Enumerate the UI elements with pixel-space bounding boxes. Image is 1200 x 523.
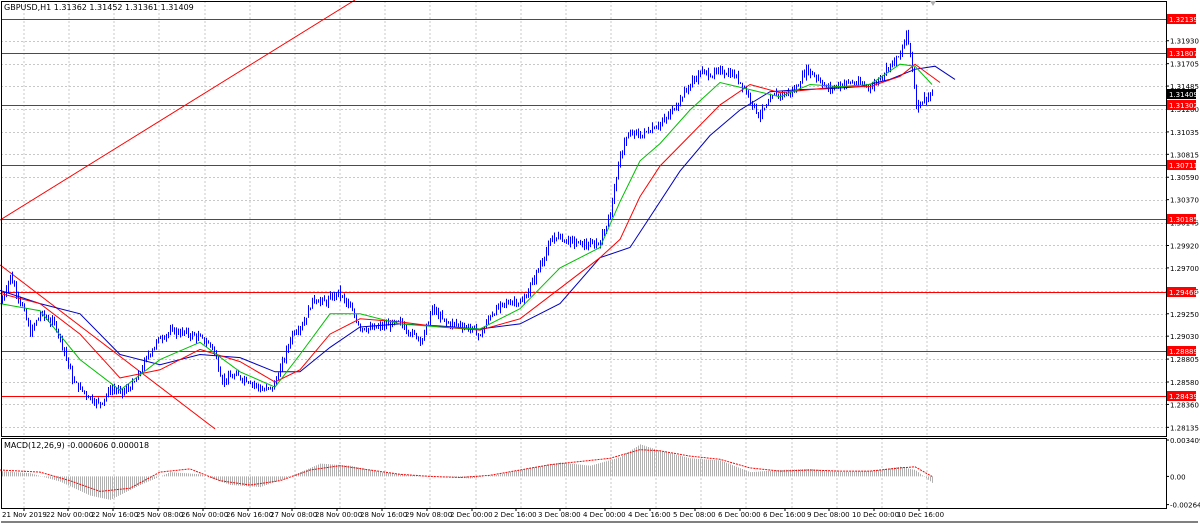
x-tick-label: 4 Dec 00:00	[583, 511, 626, 519]
x-tick-label: 9 Dec 08:00	[807, 511, 850, 519]
indicator-header: MACD(12,26,9) -0.000606 0.000018	[4, 441, 149, 450]
level-price-tag	[1167, 346, 1196, 356]
macd-y-tick-label: 0.00	[1170, 473, 1186, 481]
level-price-tag-label: 1.29468	[1169, 289, 1198, 297]
trend-line	[0, 264, 216, 430]
x-tick-label: 26 Nov 00:00	[181, 511, 228, 519]
y-tick-label: 1.31930	[1170, 38, 1199, 46]
x-tick-label: 2 Dec 00:00	[450, 511, 493, 519]
x-tick-label: 5 Dec 08:00	[673, 511, 716, 519]
y-tick-label: 1.29250	[1170, 311, 1199, 319]
x-tick-label: 29 Nov 08:00	[405, 511, 452, 519]
y-tick-label: 1.29920	[1170, 242, 1199, 250]
y-tick-label: 1.31705	[1170, 61, 1199, 69]
x-tick-label: 28 Nov 16:00	[360, 511, 407, 519]
trend-lines	[0, 0, 356, 430]
sma-mid-line	[0, 63, 941, 383]
current-price-tag	[1167, 89, 1196, 99]
y-tick-label: 1.29030	[1170, 333, 1199, 341]
macd-y-tick-label: 0.003409	[1170, 437, 1200, 445]
x-tick-label: 10 Dec 00:00	[852, 511, 899, 519]
y-tick-label: 1.31485	[1170, 83, 1199, 91]
x-tick-label: 2 Dec 16:00	[494, 511, 537, 519]
y-tick-label: 1.30815	[1170, 151, 1199, 159]
level-price-tag-label: 1.30185	[1169, 216, 1198, 224]
y-tick-label: 1.28135	[1170, 424, 1199, 432]
x-tick-label: 21 Nov 2019	[2, 511, 47, 519]
y-tick-label: 1.31035	[1170, 129, 1199, 137]
y-tick-label: 1.30590	[1170, 174, 1199, 182]
level-price-tag	[1167, 160, 1196, 170]
level-price-tag-label: 1.32139	[1169, 16, 1198, 24]
level-price-tag-label: 1.28889	[1169, 348, 1198, 356]
price-tags: 1.32139 1.31807 1.31302 1.30711 1.30185 1.294…	[1167, 14, 1198, 401]
level-price-tag-label: 1.31807	[1169, 50, 1198, 58]
y-tick-label: 1.28580	[1170, 379, 1199, 387]
sma-fast-line	[0, 63, 933, 391]
y-tick-label: 1.28805	[1170, 356, 1199, 364]
x-tick-label: 4 Dec 16:00	[628, 511, 671, 519]
main-panel-frame	[1, 1, 1167, 437]
chart-shift-icon[interactable]	[930, 1, 936, 6]
level-price-tag-label: 1.31302	[1169, 102, 1198, 110]
x-tick-label: 26 Nov 16:00	[226, 511, 273, 519]
x-tick-label: 27 Nov 08:00	[270, 511, 317, 519]
x-tick-label: 28 Nov 00:00	[315, 511, 362, 519]
sma-slow-line	[0, 65, 956, 373]
moving-averages	[0, 63, 956, 391]
horizontal-levels	[1, 19, 1166, 397]
x-tick-label: 3 Dec 08:00	[538, 511, 581, 519]
macd-signal-line	[0, 449, 933, 492]
y-tick-label: 1.29700	[1170, 265, 1199, 273]
x-tick-label: 25 Nov 08:00	[136, 511, 183, 519]
level-price-tag	[1167, 100, 1196, 110]
y-tick-label: 1.30370	[1170, 197, 1199, 205]
indicator-panel-frame	[1, 438, 1167, 509]
trend-line	[0, 0, 356, 221]
x-tick-label: 6 Dec 16:00	[763, 511, 806, 519]
macd-y-tick-label: -0.00264	[1170, 502, 1200, 510]
current-price-tag-label: 1.31409	[1169, 91, 1198, 99]
level-price-tag	[1167, 391, 1196, 401]
level-price-tag	[1167, 214, 1196, 224]
level-price-tag	[1167, 14, 1196, 24]
y-tick-label: 1.28360	[1170, 401, 1199, 409]
macd-indicator	[0, 444, 933, 500]
level-price-tag-label: 1.30711	[1169, 162, 1198, 170]
x-tick-label: 22 Nov 16:00	[91, 511, 138, 519]
level-price-tag	[1167, 287, 1196, 297]
x-tick-label: 6 Dec 00:00	[718, 511, 761, 519]
level-price-tag	[1167, 48, 1196, 58]
grid	[1, 1, 1166, 508]
symbol-header: GBPUSD,H1 1.31362 1.31452 1.31361 1.3140…	[4, 3, 194, 12]
level-price-tag-label: 1.28439	[1169, 393, 1198, 401]
x-tick-label: 22 Nov 00:00	[46, 511, 93, 519]
x-tick-label: 10 Dec 16:00	[897, 511, 944, 519]
candlesticks	[2, 29, 933, 409]
